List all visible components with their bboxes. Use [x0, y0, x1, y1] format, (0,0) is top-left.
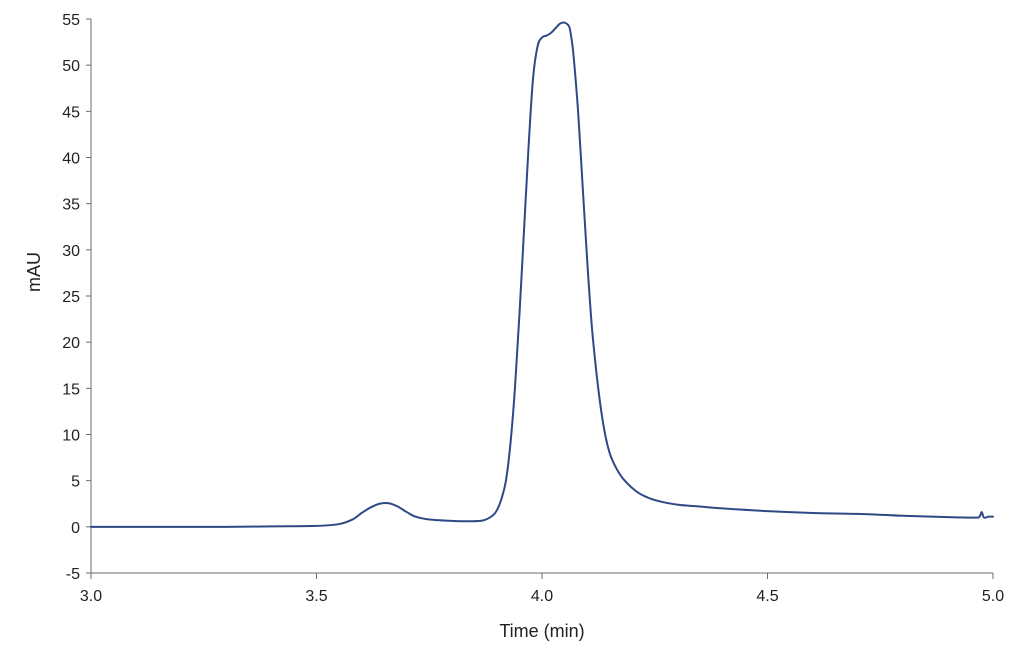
y-tick-label: 10 — [62, 428, 80, 445]
y-tick-label: 45 — [62, 104, 80, 121]
y-tick-label: 40 — [62, 151, 80, 168]
y-axis: -5 0 5 10 15 20 25 30 35 40 45 50 55 — [62, 12, 92, 583]
y-axis-title: mAU — [24, 252, 44, 292]
y-tick-label: 50 — [62, 58, 80, 75]
x-axis: 3.0 3.5 4.0 4.5 5.0 — [80, 572, 1004, 605]
y-tick-label: 35 — [62, 197, 80, 214]
x-tick-label: 3.5 — [305, 588, 327, 605]
y-tick-label: 15 — [62, 381, 80, 398]
x-axis-title: Time (min) — [499, 621, 584, 641]
y-tick-label: 0 — [71, 520, 80, 537]
x-tick-label: 5.0 — [982, 588, 1004, 605]
y-tick-label: 25 — [62, 289, 80, 306]
y-tick-label: 20 — [62, 335, 80, 352]
y-tick-label: 55 — [62, 12, 80, 29]
plot-series — [90, 21, 994, 528]
x-tick-label: 4.0 — [531, 588, 553, 605]
series-line — [90, 21, 994, 528]
x-tick-label: 3.0 — [80, 588, 102, 605]
y-tick-label: 5 — [71, 474, 80, 491]
x-tick-label: 4.5 — [756, 588, 778, 605]
y-tick-label: 30 — [62, 243, 80, 260]
y-tick-label: -5 — [66, 566, 80, 583]
